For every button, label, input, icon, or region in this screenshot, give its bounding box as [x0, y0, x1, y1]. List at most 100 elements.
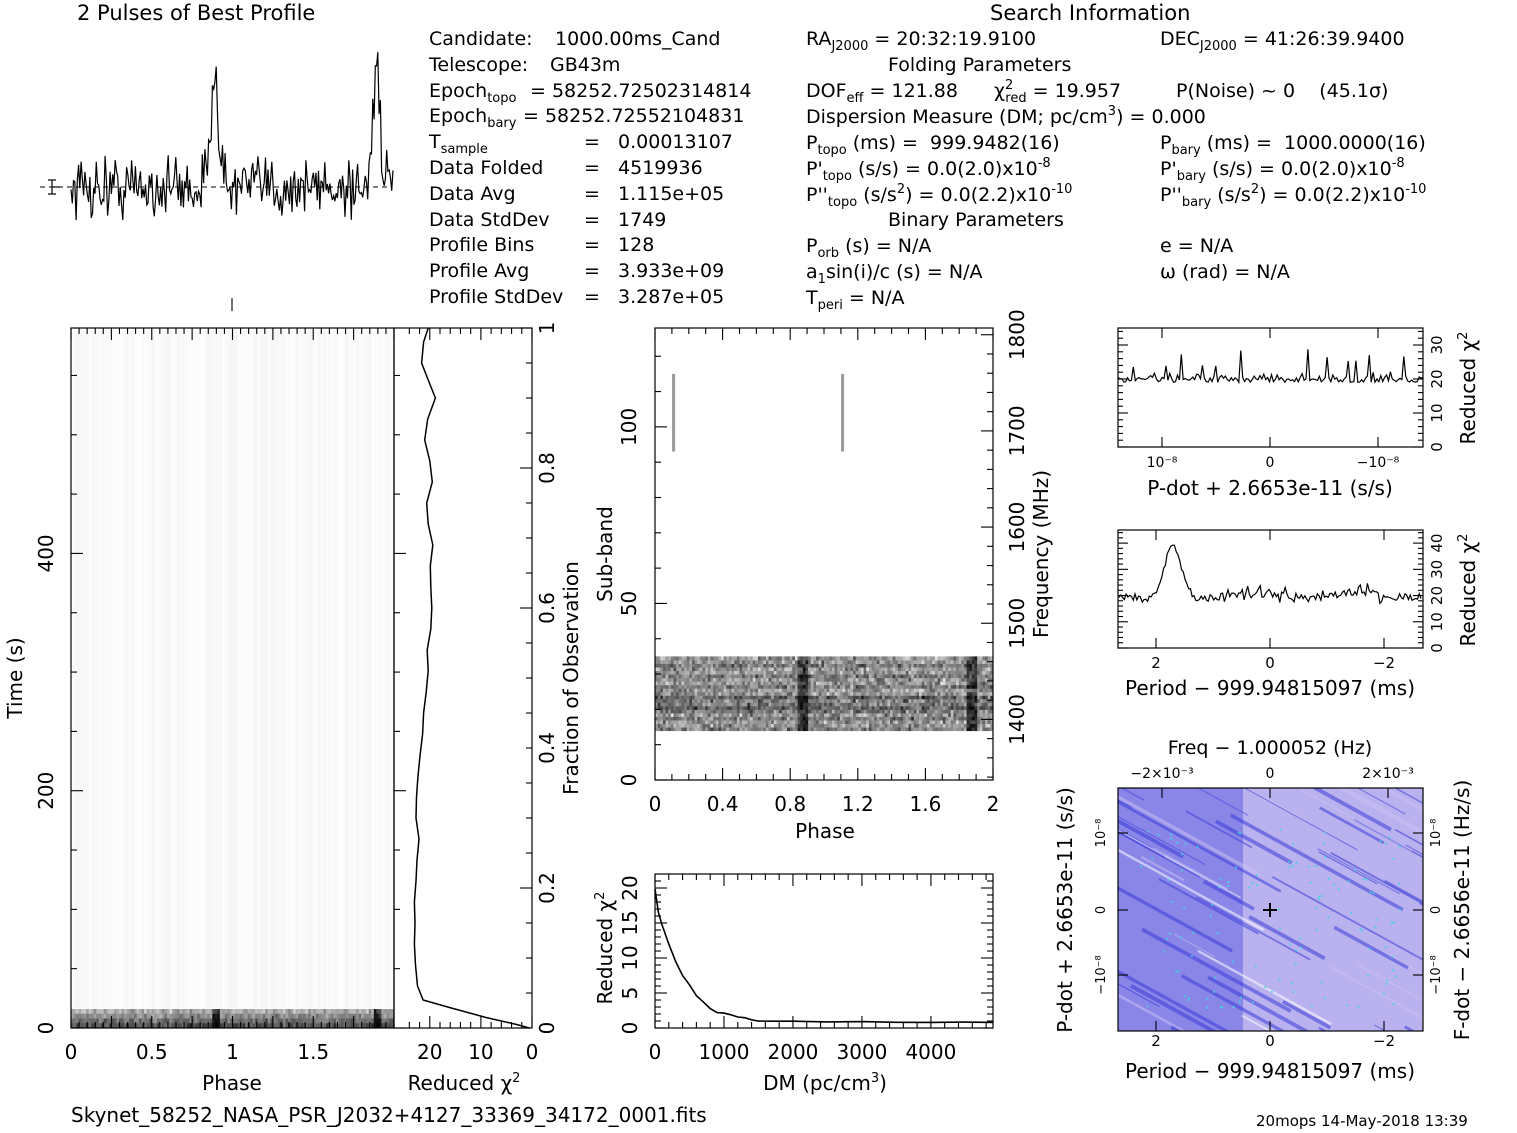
subband-pixel: [884, 712, 888, 717]
subband-pixel: [805, 709, 809, 714]
time-phase-pixel: [260, 1018, 264, 1024]
subband-pixel: [958, 727, 962, 732]
time-phase-pixel: [166, 1009, 170, 1015]
subband-pixel: [747, 663, 751, 668]
subband-x-label: 1.6: [909, 792, 941, 816]
subband-pixel: [697, 667, 701, 672]
subband-pixel: [805, 716, 809, 721]
subband-pixel: [863, 723, 867, 728]
subband-pixel: [855, 719, 859, 724]
time-phase-pixel: [272, 1009, 276, 1015]
subband-pixel: [874, 659, 878, 664]
subband-pixel: [882, 677, 886, 682]
subband-x-label: 1.2: [842, 792, 874, 816]
candidate-row-sub: bary: [487, 116, 517, 132]
time-phase-pixel: [154, 1009, 158, 1015]
subband-pixel: [736, 705, 741, 710]
subband-pixel: [834, 709, 838, 714]
subband-pixel: [824, 667, 828, 672]
subband-pixel: [713, 656, 717, 661]
subband-pixel: [961, 698, 965, 703]
subband-pixel: [916, 709, 920, 714]
subband-pixel: [787, 659, 791, 664]
subband-pixel: [839, 691, 844, 696]
time-phase-pixel: [348, 1018, 352, 1024]
subband-pixel: [866, 677, 870, 682]
time-phase-pixel: [103, 1013, 107, 1020]
subband-pixel: [742, 705, 746, 710]
subband-pixel: [768, 712, 772, 717]
subband-pixel: [694, 695, 698, 700]
subband-pixel: [834, 719, 838, 724]
subband-pixel: [900, 719, 904, 724]
map-streak: [1380, 788, 1423, 812]
subband-pixel: [945, 712, 949, 717]
subband-pixel: [808, 723, 812, 728]
subband-pixel: [958, 674, 962, 679]
time-phase-pixel: [366, 1009, 370, 1015]
subband-pixel: [971, 695, 976, 700]
subband-pixel: [829, 670, 833, 675]
subband-pixel: [792, 677, 796, 682]
subband-pixel: [847, 695, 852, 700]
subband-pixel: [926, 677, 931, 682]
dm-y-label: 20: [618, 875, 642, 900]
subband-pixel: [723, 677, 727, 682]
subband-pixel: [879, 727, 883, 732]
subband-pixel: [855, 684, 859, 689]
map-streak: [1394, 828, 1423, 846]
subband-pixel: [736, 659, 741, 664]
subband-pixel: [721, 705, 725, 710]
subband-pixel: [689, 670, 693, 675]
subband-pixel: [871, 681, 875, 686]
subband-pixel: [990, 709, 993, 714]
time-phase-column: [227, 328, 231, 1008]
time-phase-pixel: [189, 1013, 193, 1020]
subband-pixel: [728, 716, 733, 721]
subband-pixel: [911, 681, 915, 686]
subband-pixel: [718, 723, 722, 728]
subband-pixel: [797, 698, 801, 703]
candidate-row: Epochtopo: [429, 80, 516, 106]
subband-pixel: [705, 723, 709, 728]
subband-pixel: [913, 691, 918, 696]
time-phase-column: [341, 328, 345, 1008]
subband-pixel: [792, 712, 796, 717]
subband-pixel: [728, 681, 733, 686]
subband-pixel: [662, 709, 667, 714]
subband-pixel: [742, 702, 746, 707]
subband-pixel: [837, 674, 841, 679]
time-phase-pixel: [265, 1009, 269, 1015]
subband-pixel: [890, 716, 894, 721]
subband-pixel: [897, 659, 902, 664]
subband-pixel: [882, 723, 886, 728]
time-phase-pixel: [315, 1013, 319, 1020]
subband-pixel: [987, 698, 991, 703]
subband-pixel: [736, 702, 741, 707]
subband-pixel: [707, 709, 712, 714]
subband-pixel: [926, 727, 931, 732]
subband-pixel: [794, 688, 799, 693]
subband-pixel: [839, 681, 844, 686]
subband-pixel: [752, 659, 756, 664]
subband-pixel: [731, 667, 735, 672]
subband-pixel: [660, 698, 664, 703]
subband-pixel: [715, 681, 719, 686]
time-phase-pixel: [129, 1009, 133, 1015]
subband-pixel: [953, 670, 957, 675]
subband-pixel: [966, 712, 970, 717]
subband-pixel: [702, 695, 706, 700]
time-phase-pixel: [187, 1009, 191, 1015]
subband-pixel: [860, 698, 865, 703]
map-speck: [1390, 921, 1393, 924]
time-phase-pixel: [288, 1013, 292, 1020]
time-phase-pixel: [288, 1018, 292, 1024]
subband-pixel: [916, 723, 920, 728]
subband-pixel: [847, 667, 852, 672]
subband-pixel: [982, 691, 986, 696]
subband-pixel: [655, 681, 659, 686]
subband-pixel: [985, 674, 989, 679]
subband-pixel: [755, 709, 759, 714]
subband-pixel: [842, 702, 846, 707]
subband-pixel: [845, 702, 849, 707]
